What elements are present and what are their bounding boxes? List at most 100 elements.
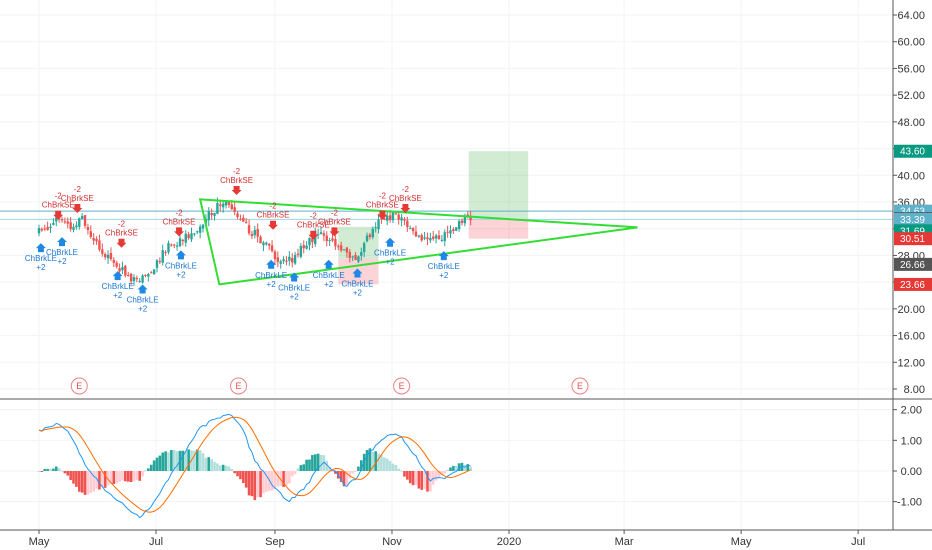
signal-qty: -2 <box>269 202 277 211</box>
macd-histogram-bar <box>305 459 308 471</box>
macd-histogram-bar <box>466 464 470 471</box>
candle-body <box>409 228 412 230</box>
candle-body <box>305 245 308 249</box>
macd-histogram-bar <box>469 467 472 471</box>
signal-label: ChBrkLE <box>165 261 197 270</box>
signal-qty: -2 <box>233 167 241 176</box>
candle-body <box>247 225 251 234</box>
macd-histogram-bar <box>135 471 139 480</box>
macd-pane[interactable] <box>0 400 893 530</box>
signal-label: ChBrkLE <box>255 271 287 280</box>
buy-arrow-icon <box>175 250 186 260</box>
candle-body <box>299 246 303 257</box>
candle-body <box>440 239 444 241</box>
macd-histogram-bar <box>265 471 268 493</box>
candle-body <box>377 219 380 230</box>
earnings-circle-icon <box>70 377 88 395</box>
candle-body <box>397 214 400 220</box>
candle-body <box>417 235 421 237</box>
macd-histogram-bar <box>403 471 406 477</box>
candle-body <box>308 237 311 246</box>
candle-body <box>86 227 90 231</box>
macd-histogram-bar <box>244 471 248 488</box>
price-tag: 33.39 <box>894 212 932 226</box>
candle-body <box>196 231 199 233</box>
signal-qty: +2 <box>176 270 186 279</box>
macd-histogram-bar <box>351 471 354 474</box>
time-axis[interactable]: May Jul Sep Nov 2020 Mar May Jul <box>0 529 932 548</box>
macd-histogram-bar <box>285 471 288 486</box>
candle-body <box>403 219 406 221</box>
macd-histogram-bar <box>460 462 464 471</box>
sell-arrow-icon <box>174 227 185 237</box>
price-tick-label: 64.00 <box>897 10 925 22</box>
price-tag: 43.60 <box>894 144 932 158</box>
macd-histogram-bar <box>431 471 435 485</box>
buy-arrow-icon <box>323 259 334 269</box>
candle-body <box>184 233 187 243</box>
candle-body <box>406 220 409 228</box>
macd-histogram-bar <box>158 455 162 471</box>
price-tag-label: 43.60 <box>900 147 925 158</box>
sell-arrow-icon <box>377 210 388 220</box>
candle-body <box>239 218 242 220</box>
macd-histogram-bar <box>43 468 47 471</box>
candle-body <box>167 243 170 253</box>
candle-body <box>391 211 395 221</box>
macd-histogram-bar <box>126 471 130 482</box>
signal-label: ChBrkLE <box>374 249 406 258</box>
macd-histogram-bar <box>115 471 118 484</box>
macd-histogram-bar <box>170 449 173 471</box>
candle-body <box>242 217 245 222</box>
candle-body <box>365 235 369 242</box>
macd-histogram-bar <box>49 468 52 471</box>
macd-histogram-bar <box>218 465 222 471</box>
candle-body <box>357 256 360 262</box>
price-tag-label: 30.51 <box>900 234 925 245</box>
macd-histogram-bar <box>426 471 429 492</box>
price-axis[interactable]: 64.0060.0056.0052.0048.0044.0040.0036.00… <box>892 0 932 530</box>
candle-body <box>288 256 291 261</box>
macd-histogram-bar <box>325 461 329 471</box>
candle-body <box>198 226 202 233</box>
macd-histogram-bar <box>359 460 363 471</box>
macd-histogram-bar <box>66 471 70 476</box>
candle-body <box>175 245 179 247</box>
macd-histogram-bar <box>195 449 199 471</box>
macd-histogram-bar <box>354 471 357 472</box>
candle-body <box>155 260 159 268</box>
macd-axis[interactable]: 2.00 1.00 0.00 -1.00 <box>893 405 922 509</box>
macd-histogram-bar <box>452 465 455 471</box>
signal-label: ChBrkLE <box>102 282 134 291</box>
price-pane[interactable]: -2ChBrkSE-2ChBrkSEChBrkLE+2ChBrkLE+2-2Ch… <box>0 0 932 400</box>
macd-histogram-bar <box>394 464 398 471</box>
time-tick-label: Jul <box>851 536 865 548</box>
macd-histogram-bar <box>141 471 144 477</box>
signal-qty: +2 <box>324 280 334 289</box>
time-tick-label: 2020 <box>497 536 521 548</box>
macd-histogram-bar <box>149 464 153 471</box>
macd-histogram-bar <box>193 450 196 471</box>
macd-histogram-bar <box>46 468 49 471</box>
candle-body <box>457 221 461 229</box>
strategy-signal: ChBrkLE+2 <box>165 250 197 279</box>
buy-arrow-icon <box>352 268 363 278</box>
macd-histogram-bar <box>172 450 176 471</box>
candle-body <box>60 219 64 221</box>
buy-arrow-icon <box>385 237 396 247</box>
macd-histogram-bar <box>259 471 262 498</box>
macd-histogram-bar <box>253 471 257 501</box>
macd-histogram-bar <box>316 453 320 471</box>
candle-body <box>362 243 366 253</box>
candle-body <box>268 243 271 246</box>
candle-body <box>66 221 69 224</box>
macd-histogram-bar <box>388 460 392 471</box>
buy-arrow-icon <box>289 272 300 282</box>
candle-body <box>302 245 305 249</box>
candle-body <box>124 265 127 276</box>
macd-histogram-bar <box>92 471 95 492</box>
